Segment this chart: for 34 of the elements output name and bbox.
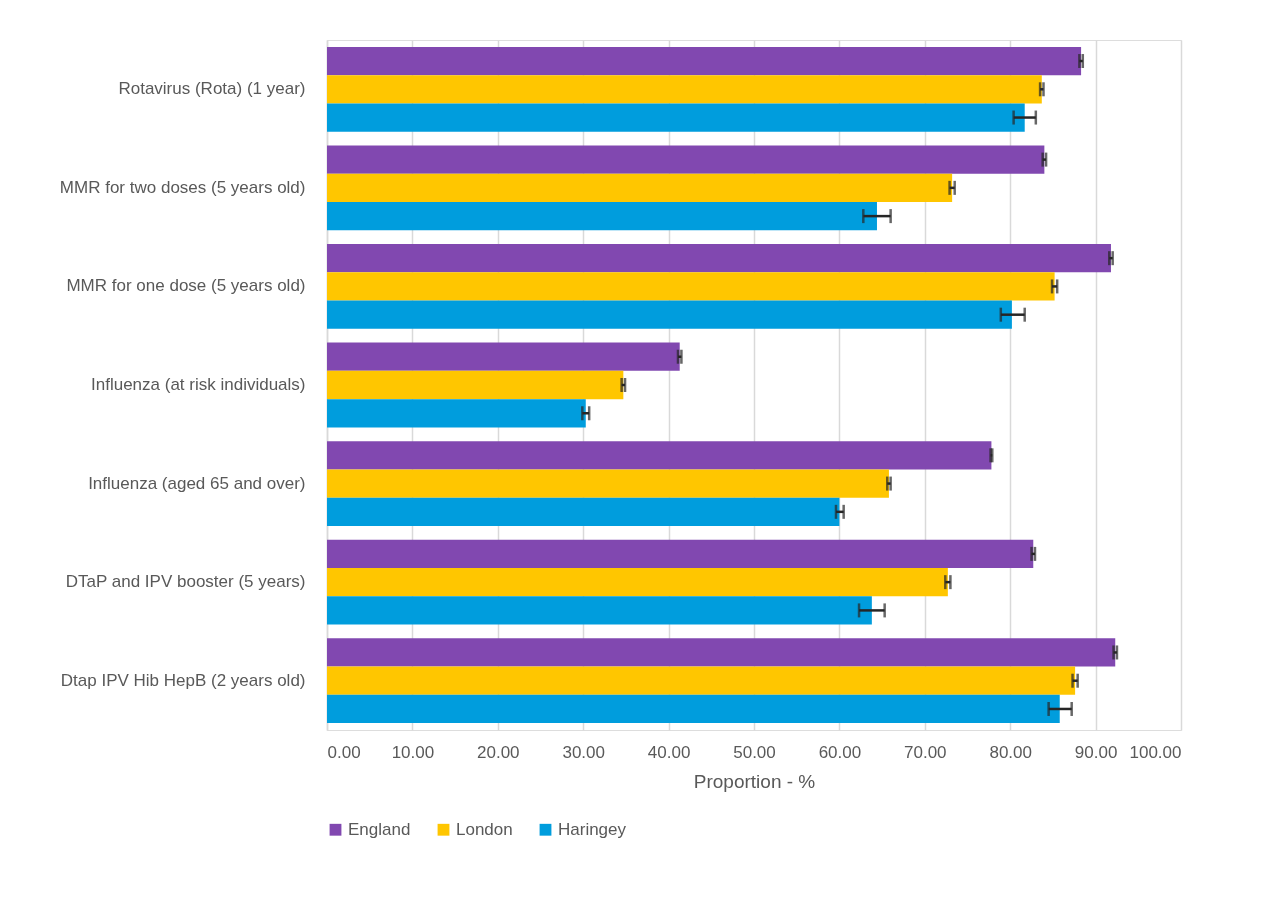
x-axis-title: Proportion - % xyxy=(693,770,816,792)
y-tick-label: Rotavirus (Rota) (1 year) xyxy=(118,79,306,99)
x-tick-label: 90.00 xyxy=(1074,742,1118,762)
y-tick-label: DTaP and IPV booster (5 years) xyxy=(65,572,306,592)
legend-label: Haringey xyxy=(558,819,627,839)
bar xyxy=(327,370,624,400)
y-tick-label: Influenza (at risk individuals) xyxy=(91,375,306,394)
bar xyxy=(327,244,1111,273)
bar xyxy=(327,300,1012,329)
x-tick-label: 50.00 xyxy=(733,742,776,762)
bar xyxy=(327,638,1116,667)
bar xyxy=(327,46,1082,76)
x-tick-label: 100.00 xyxy=(1129,742,1182,762)
bar xyxy=(327,694,1060,724)
legend-label: London xyxy=(456,819,513,839)
y-tick-label: Dtap IPV Hib HepB (2 years old) xyxy=(60,670,306,690)
bar xyxy=(327,539,1034,569)
x-tick-label: 20.00 xyxy=(477,742,520,762)
x-tick-label: 80.00 xyxy=(989,742,1032,762)
x-tick-label: 70.00 xyxy=(904,742,947,762)
bar xyxy=(327,441,992,470)
y-tick-label: MMR for one dose (5 years old) xyxy=(66,276,306,296)
x-tick-label: 0.00 xyxy=(327,742,361,762)
bar xyxy=(327,201,877,231)
y-tick-label: Influenza (aged 65 and over) xyxy=(88,473,306,493)
x-tick-label: 30.00 xyxy=(562,742,605,762)
bar xyxy=(327,596,872,625)
x-tick-label: 40.00 xyxy=(647,742,691,762)
x-tick-label: 60.00 xyxy=(818,742,862,762)
y-tick-label: MMR for two doses (5 years old) xyxy=(59,177,306,197)
legend-label: England xyxy=(348,819,411,839)
x-tick-label: 10.00 xyxy=(391,742,435,762)
bar xyxy=(327,103,1025,132)
bar xyxy=(327,145,1045,174)
